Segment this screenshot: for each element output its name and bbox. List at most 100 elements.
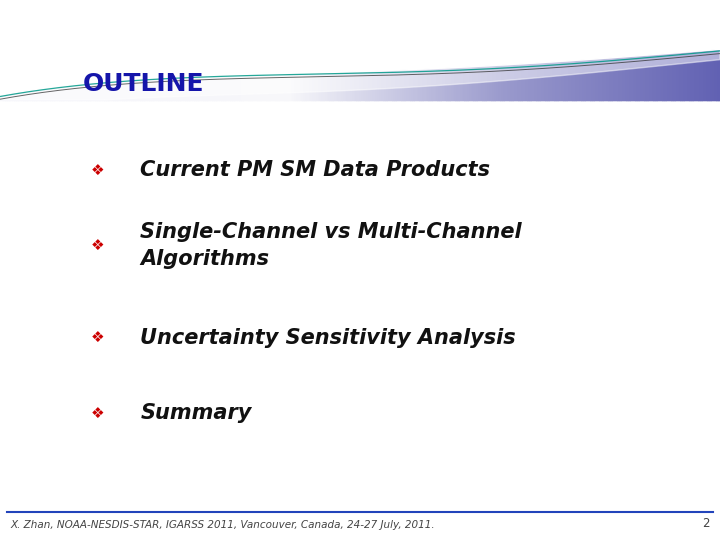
Bar xyxy=(223,0,226,100)
Bar xyxy=(58,0,60,100)
Bar xyxy=(11,0,14,100)
Bar xyxy=(382,0,384,100)
Bar xyxy=(677,0,680,100)
Bar xyxy=(668,0,671,100)
Bar xyxy=(171,0,174,100)
Bar xyxy=(346,0,348,100)
Bar xyxy=(698,0,701,100)
Bar xyxy=(527,0,531,100)
Bar xyxy=(475,0,478,100)
Text: X. Zhan, NOAA-NESDIS-STAR, IGARSS 2011, Vancouver, Canada, 24-27 July, 2011.: X. Zhan, NOAA-NESDIS-STAR, IGARSS 2011, … xyxy=(11,520,436,530)
Bar xyxy=(60,0,63,100)
Bar xyxy=(310,0,313,100)
Bar xyxy=(572,0,576,100)
Bar xyxy=(484,0,487,100)
Bar xyxy=(281,0,284,100)
Bar xyxy=(452,0,455,100)
Bar xyxy=(210,0,214,100)
Bar xyxy=(342,0,346,100)
Bar xyxy=(287,0,289,100)
Bar xyxy=(76,0,79,100)
Bar xyxy=(576,0,579,100)
Bar xyxy=(202,0,205,100)
Bar xyxy=(35,0,37,100)
Bar xyxy=(396,0,399,100)
Bar xyxy=(680,0,684,100)
Bar xyxy=(222,0,225,100)
Bar xyxy=(243,0,246,100)
Bar xyxy=(207,0,210,100)
Text: ❖: ❖ xyxy=(91,238,104,253)
Bar xyxy=(238,0,241,100)
Bar xyxy=(112,0,115,100)
Bar xyxy=(114,0,117,100)
Bar xyxy=(126,0,130,100)
Bar xyxy=(325,0,329,100)
Bar xyxy=(263,0,266,100)
Bar xyxy=(395,0,397,100)
Bar xyxy=(623,0,626,100)
Bar xyxy=(189,0,192,100)
Bar xyxy=(302,0,305,100)
Bar xyxy=(194,0,197,100)
Bar xyxy=(225,0,228,100)
Bar xyxy=(421,0,424,100)
Bar xyxy=(389,0,392,100)
Bar xyxy=(477,0,480,100)
Bar xyxy=(376,0,379,100)
Bar xyxy=(481,0,484,100)
Text: Uncertainty Sensitivity Analysis: Uncertainty Sensitivity Analysis xyxy=(140,327,516,348)
Bar xyxy=(353,0,356,100)
Bar xyxy=(443,0,446,100)
Bar xyxy=(518,0,521,100)
Bar xyxy=(143,0,145,100)
Bar xyxy=(423,0,426,100)
Bar xyxy=(78,0,81,100)
Bar xyxy=(83,0,86,100)
Bar xyxy=(7,0,11,100)
Bar xyxy=(679,0,682,100)
Bar xyxy=(707,0,711,100)
Bar xyxy=(49,0,52,100)
Bar xyxy=(500,0,503,100)
Bar xyxy=(655,0,659,100)
Bar xyxy=(697,0,700,100)
Text: ❖: ❖ xyxy=(91,163,104,178)
Bar xyxy=(328,0,331,100)
Bar xyxy=(162,0,166,100)
Bar xyxy=(457,0,461,100)
Bar xyxy=(268,0,271,100)
Bar xyxy=(169,0,173,100)
Bar xyxy=(524,0,527,100)
Bar xyxy=(215,0,217,100)
Bar xyxy=(397,0,401,100)
Bar xyxy=(66,0,70,100)
Bar xyxy=(431,0,433,100)
Bar xyxy=(133,0,137,100)
Bar xyxy=(469,0,473,100)
Bar xyxy=(621,0,624,100)
Bar xyxy=(565,0,569,100)
Bar xyxy=(438,0,441,100)
Bar xyxy=(337,0,340,100)
Bar xyxy=(187,0,191,100)
Bar xyxy=(385,0,389,100)
Bar xyxy=(462,0,466,100)
Bar xyxy=(297,0,300,100)
Bar xyxy=(344,0,347,100)
Bar xyxy=(43,0,46,100)
Bar xyxy=(319,0,322,100)
Bar xyxy=(245,0,248,100)
Bar xyxy=(102,0,106,100)
Bar xyxy=(137,0,140,100)
Bar xyxy=(711,0,714,100)
Bar xyxy=(526,0,528,100)
Bar xyxy=(690,0,693,100)
Bar xyxy=(241,0,245,100)
Bar xyxy=(313,0,317,100)
Bar xyxy=(454,0,456,100)
Bar xyxy=(365,0,369,100)
Bar xyxy=(266,0,269,100)
Bar xyxy=(693,0,696,100)
Bar xyxy=(387,0,390,100)
